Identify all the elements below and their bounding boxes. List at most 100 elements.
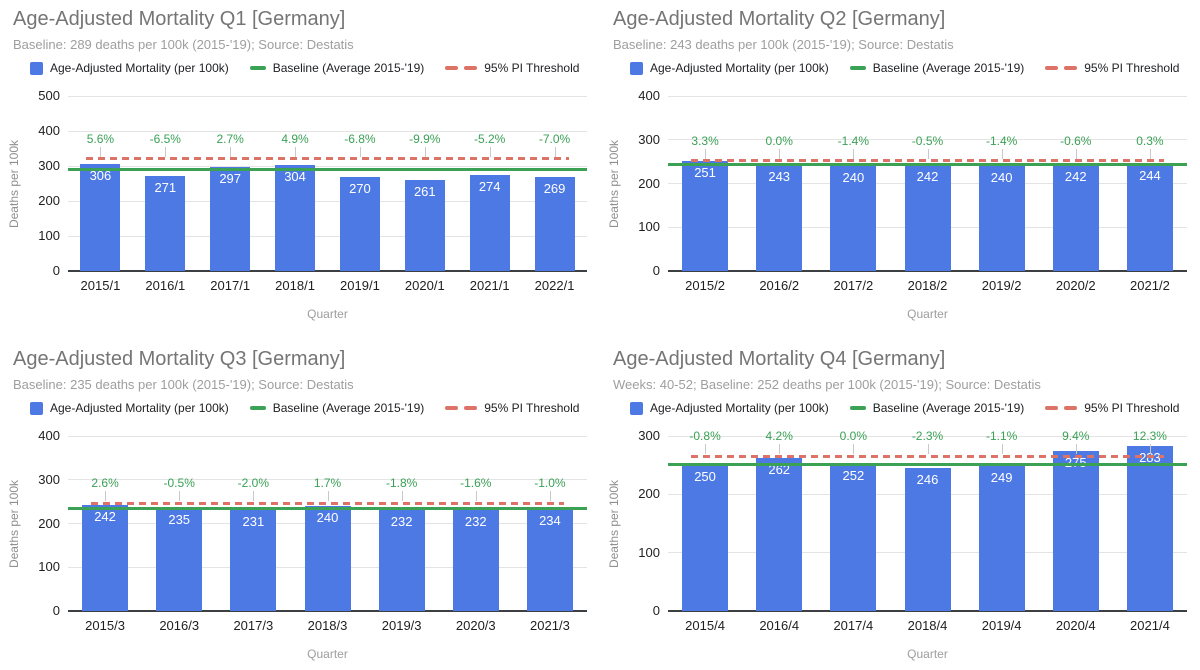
bar-value-label: 240 xyxy=(316,510,339,525)
annotation-stem xyxy=(1075,148,1077,159)
annotation-stem xyxy=(1001,148,1003,159)
gridline xyxy=(668,95,1187,97)
bar: 234 xyxy=(526,508,573,611)
pct-annotation: 0.0% xyxy=(765,133,793,148)
bar: 240 xyxy=(830,166,877,271)
bar-value-label: 240 xyxy=(990,170,1013,185)
pct-annotation: 9.4% xyxy=(1062,429,1090,444)
legend-threshold-label: 95% PI Threshold xyxy=(1084,61,1180,75)
x-tick-label: 2020/3 xyxy=(455,618,496,633)
x-axis-title: Quarter xyxy=(307,307,348,321)
legend-item-baseline: Baseline (Average 2015-'19) xyxy=(849,61,1024,75)
y-tick-label: 400 xyxy=(638,88,660,103)
baseline-swatch-icon xyxy=(249,66,266,70)
y-tick-label: 200 xyxy=(38,515,60,531)
bar-value-label: 242 xyxy=(1064,169,1087,185)
gridline xyxy=(68,95,587,97)
baseline-line xyxy=(668,462,1187,466)
x-tick-label: 2017/4 xyxy=(833,618,874,633)
annotation-stem xyxy=(179,491,181,502)
x-tick-label: 2018/1 xyxy=(275,278,315,293)
x-axis-title: Quarter xyxy=(307,647,348,661)
bar-value-label: 234 xyxy=(539,512,561,528)
y-tick-label: 200 xyxy=(38,193,60,208)
x-tick-label: 2019/4 xyxy=(981,618,1022,633)
bar: 242 xyxy=(1052,165,1099,271)
plot-area: 250 262 252 246 249 275 283 -0.8% 4.2% 0.0% -2.3% -… xyxy=(668,429,1187,612)
pct-annotation: -1.8% xyxy=(385,476,418,491)
x-tick-label: 2015/1 xyxy=(80,278,121,293)
chart-panel-q2: Age-Adjusted Mortality Q2 [Germany] Base… xyxy=(600,0,1200,340)
gridline xyxy=(68,235,587,237)
x-tick-label: 2021/1 xyxy=(469,278,510,293)
legend-threshold-label: 95% PI Threshold xyxy=(1084,401,1180,415)
annotation-stem xyxy=(1001,444,1003,455)
annotation-stem xyxy=(489,146,491,157)
y-tick-label: 400 xyxy=(38,123,60,138)
x-tick-label: 2021/2 xyxy=(1130,278,1170,293)
annotation-stem xyxy=(853,444,855,455)
bar: 306 xyxy=(80,163,121,271)
annotation-stem xyxy=(253,491,255,502)
threshold-swatch-icon xyxy=(1045,66,1078,70)
chart-title: Age-Adjusted Mortality Q1 [Germany] xyxy=(13,8,346,30)
gridline xyxy=(68,435,587,437)
pct-annotation: -5.2% xyxy=(474,131,506,146)
bar-value-label: 269 xyxy=(543,180,566,196)
y-tick-label: 500 xyxy=(38,88,60,103)
gridline xyxy=(68,130,587,132)
x-tick-label: 2020/2 xyxy=(1055,278,1096,293)
annotation-stem xyxy=(327,491,329,502)
annotation-stem xyxy=(1149,148,1151,159)
pct-annotation: -0.6% xyxy=(1060,133,1092,148)
x-tick-label: 2020/4 xyxy=(1055,618,1096,633)
y-tick-label: 100 xyxy=(638,219,660,235)
bar-value-label: 306 xyxy=(89,167,112,183)
pct-annotation: -1.6% xyxy=(460,476,492,491)
bar-value-label: 250 xyxy=(694,469,716,485)
threshold-swatch-icon xyxy=(1045,406,1078,410)
chart-title: Age-Adjusted Mortality Q3 [Germany] xyxy=(13,348,346,370)
y-tick-label: 0 xyxy=(652,263,660,278)
threshold-line xyxy=(691,454,1164,458)
bar-value-label: 261 xyxy=(413,183,436,199)
x-tick-label: 2015/2 xyxy=(685,278,725,293)
chart-subtitle: Baseline: 243 deaths per 100k (2015-'19)… xyxy=(613,37,954,52)
bar: 232 xyxy=(378,509,425,611)
bar: 235 xyxy=(156,508,203,611)
legend-item-threshold: 95% PI Threshold xyxy=(445,61,579,75)
pct-annotation: -1.4% xyxy=(837,133,870,148)
threshold-swatch-icon xyxy=(445,406,478,410)
pct-annotation: 4.9% xyxy=(281,131,309,146)
plot-area: 242 235 231 240 232 232 234 2.6% -0.5% -2.0% 1.7% -… xyxy=(68,435,587,612)
annotation-stem xyxy=(424,146,426,157)
annotation-stem xyxy=(295,146,297,157)
y-tick-label: 400 xyxy=(38,428,60,443)
baseline-line xyxy=(668,163,1187,167)
bar-value-label: 246 xyxy=(916,471,939,487)
bar-value-label: 304 xyxy=(284,168,306,184)
chart-panel-q4: Age-Adjusted Mortality Q4 [Germany] Week… xyxy=(600,340,1200,670)
x-tick-label: 2017/2 xyxy=(833,278,874,293)
bar-value-label: 274 xyxy=(478,179,501,195)
bar: 304 xyxy=(275,164,316,271)
bar: 250 xyxy=(682,465,729,611)
series-swatch-icon xyxy=(630,61,643,75)
bar: 275 xyxy=(1052,450,1099,611)
chart-subtitle: Baseline: 289 deaths per 100k (2015-'19)… xyxy=(13,37,354,52)
annotation-stem xyxy=(230,146,232,157)
pct-annotation: -0.5% xyxy=(163,476,195,491)
baseline-line xyxy=(68,506,587,510)
plot-area: 251 243 240 242 240 242 244 3.3% 0.0% -1.4% -0.5% -… xyxy=(668,95,1187,272)
pct-annotation: -1.1% xyxy=(985,429,1018,444)
pct-annotation: 2.7% xyxy=(216,131,244,146)
gridline xyxy=(668,139,1187,141)
x-tick-label: 2017/1 xyxy=(210,278,251,293)
series-swatch-icon xyxy=(30,401,43,415)
pct-annotation: 5.6% xyxy=(86,131,115,146)
bar: 297 xyxy=(210,167,251,271)
legend-item-series: Age-Adjusted Mortality (per 100k) xyxy=(630,61,829,75)
bar: 242 xyxy=(904,165,951,271)
x-tick-label: 2021/3 xyxy=(530,618,570,633)
legend-baseline-label: Baseline (Average 2015-'19) xyxy=(272,61,425,75)
